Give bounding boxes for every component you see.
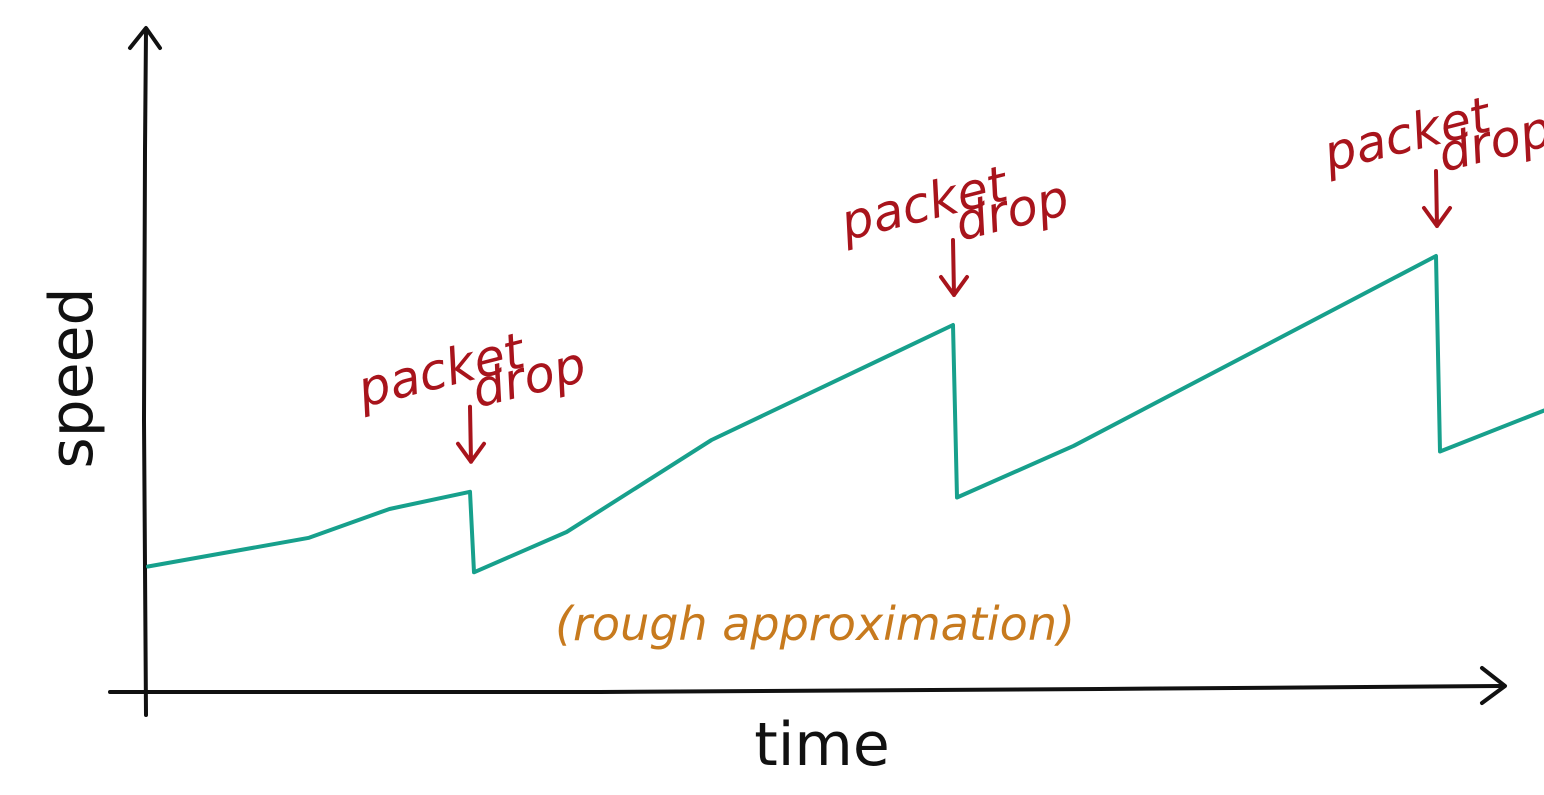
x-axis-line [108, 684, 1502, 694]
packet-drop-arrow [456, 404, 486, 464]
axes [108, 26, 1507, 717]
y-axis-line [141, 28, 148, 717]
packet-drop-arrow [939, 238, 969, 297]
packet-drop-arrow [1422, 169, 1452, 228]
x-axis-label: time [754, 710, 890, 780]
approximation-note: (rough approximation) [555, 597, 1075, 651]
y-axis-label: speed [37, 287, 107, 468]
x-axis-arrowhead [1480, 666, 1507, 705]
y-axis-arrowhead [128, 26, 162, 50]
speed-series-line [146, 254, 1544, 575]
